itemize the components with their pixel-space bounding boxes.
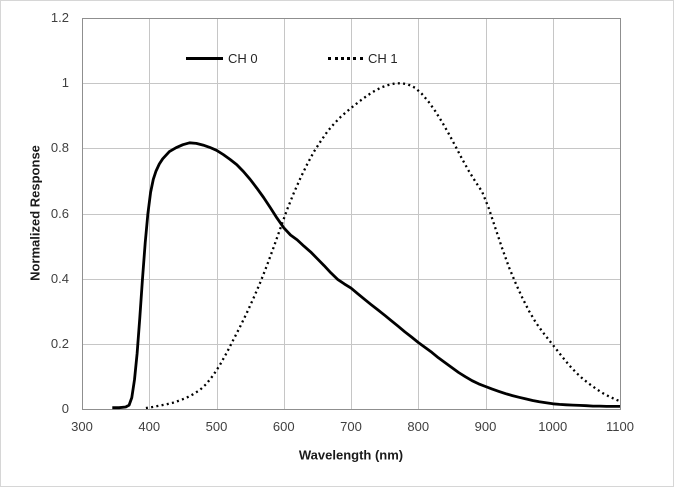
x-tick-label: 400 — [138, 419, 161, 434]
x-tick-label: 300 — [71, 419, 93, 434]
y-tick-label: 1.2 — [50, 10, 69, 25]
legend-item-ch0: CH 0 — [186, 50, 258, 66]
legend-label-ch0: CH 0 — [228, 50, 258, 66]
y-tick-label: 0.6 — [50, 205, 69, 221]
y-tick-label: 1 — [61, 75, 69, 91]
y-tick-label: 0 — [61, 401, 69, 416]
plot-border — [82, 18, 621, 410]
curve-ch0 — [112, 141, 620, 410]
y-tick-label: 0.8 — [50, 140, 69, 156]
x-tick-label: 600 — [272, 419, 295, 434]
x-tick-label: 800 — [407, 419, 430, 434]
x-tick-label: 1100 — [606, 419, 634, 434]
x-tick-label: 900 — [474, 419, 497, 434]
x-tick-label: 700 — [340, 419, 362, 434]
y-tick-label: 0.4 — [50, 270, 69, 286]
y-tick-label: 0.2 — [50, 335, 69, 351]
legend-item-ch1: CH 1 — [328, 50, 398, 66]
x-axis-title: Wavelength (nm) — [298, 447, 404, 463]
x-tick-label: 500 — [205, 419, 228, 434]
x-tick-label: 1000 — [538, 419, 568, 434]
ch1-dotted-line-sample — [328, 56, 363, 60]
ch0-solid-line-sample — [186, 56, 223, 60]
curve-ch1 — [145, 82, 621, 410]
legend-label-ch1: CH 1 — [368, 50, 398, 66]
